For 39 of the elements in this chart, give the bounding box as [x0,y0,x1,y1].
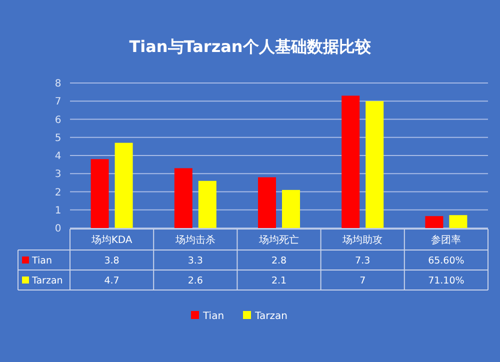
x-tick-label: 参团率 [431,234,462,246]
bar [366,101,384,228]
bar [282,190,300,228]
bar [425,216,444,228]
legend-label: Tian [31,255,52,266]
bar [114,142,133,228]
y-tick-label: 6 [54,114,62,126]
bar [258,177,276,228]
y-tick-label: 1 [54,205,62,216]
data-label: 3.8 [104,255,120,266]
data-label: 2.6 [188,275,203,286]
data-label: 71.10% [428,275,464,286]
text: Tarzan [255,311,288,322]
data-label: 2.8 [271,255,287,266]
y-tick-label: 5 [54,132,62,144]
bar [90,159,109,228]
bar [174,168,192,228]
y-tick-label: 3 [54,169,62,180]
y-tick-label: 7 [54,96,62,108]
bar [449,215,468,228]
bar [342,96,360,228]
legend-label: Tarzan [31,275,63,286]
data-label: 4.7 [104,275,120,286]
x-tick-label: 场均死亡 [258,234,299,246]
x-tick-label: 场均击杀 [174,234,216,246]
y-tick-label: 2 [54,187,62,198]
y-tick-label: 0 [54,224,62,234]
bar [198,180,216,228]
y-tick-label: 4 [54,151,62,162]
data-label: 7.3 [355,255,370,266]
y-tick-label: 8 [54,78,62,90]
data-label: 3.3 [188,255,203,266]
data-label: 7 [360,275,366,286]
x-tick-label: 场均KDA [90,234,132,246]
data-label: 2.1 [271,275,287,286]
data-label: 65.60% [428,255,464,266]
chart-title: Tian与Tarzan个人基础数据比较 [129,37,372,56]
x-tick-label: 场均助攻 [342,234,383,246]
text: Tian [203,311,224,322]
